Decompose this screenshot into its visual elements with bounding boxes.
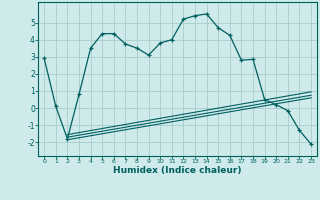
X-axis label: Humidex (Indice chaleur): Humidex (Indice chaleur) xyxy=(113,166,242,175)
